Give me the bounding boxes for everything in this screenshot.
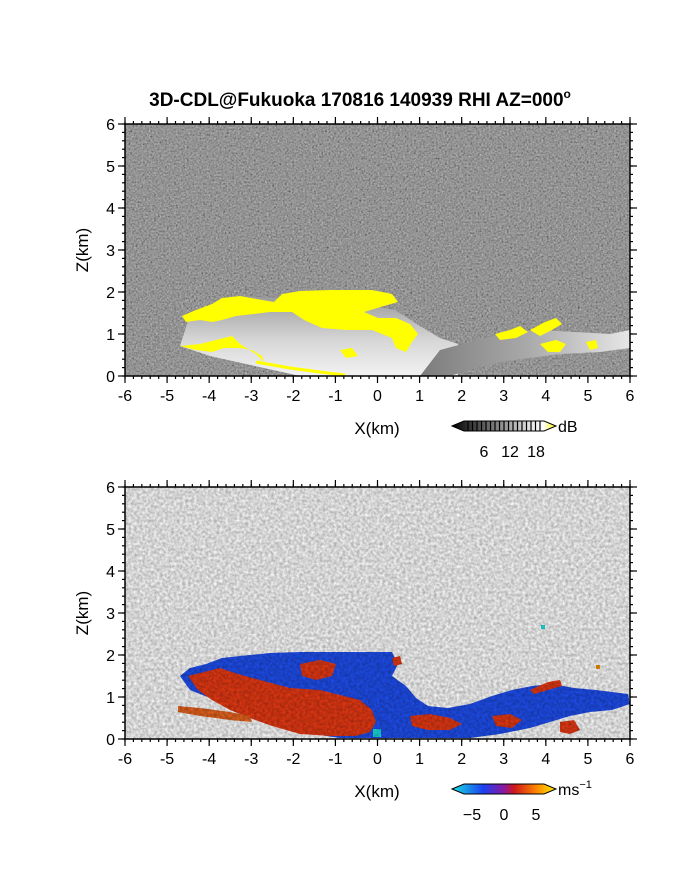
bottom-x-tick-label: 0 [373, 751, 382, 768]
bottom-colorbar-bar [450, 783, 558, 795]
bottom-x-tick-label: -2 [286, 751, 300, 768]
bottom-y-tick-label: 1 [106, 690, 115, 707]
yellow-east-patch-3 [540, 340, 566, 352]
top-x-tick-label: 5 [583, 388, 592, 405]
top-y-tick-label: 5 [106, 159, 115, 176]
bottom-x-tick-label: 3 [499, 751, 508, 768]
bottom-colorbar-unit: ms−1 [558, 779, 592, 799]
top-colorbar-ticks [467, 421, 541, 431]
top-y-tick-label: 4 [106, 201, 115, 218]
top-x-tick-label: 0 [373, 388, 382, 405]
bottom-panel: -6 -5 -4 -3 -2 -1 0 1 2 3 4 5 6 0 1 2 3 4 5 6 X(km) Z(km) m… [73, 480, 637, 824]
top-x-tick-label: -3 [244, 388, 258, 405]
bottom-x-tick-label: -6 [118, 751, 132, 768]
bottom-x-tick-label: 6 [626, 751, 635, 768]
bottom-colorbar-tick-label: −5 [463, 807, 481, 824]
yellow-east-patch-5 [340, 348, 358, 358]
top-x-tick-label: -4 [202, 388, 216, 405]
top-x-tick-label: 6 [626, 388, 635, 405]
top-x-tick-label: -1 [328, 388, 342, 405]
top-colorbar-tick-label: 12 [501, 444, 519, 461]
bottom-y-tick-label: 2 [106, 648, 115, 665]
chart-title: 3D-CDL@Fukuoka 170816 140939 RHI AZ=000o [149, 87, 571, 111]
bottom-x-tick-label: 4 [541, 751, 550, 768]
yellow-echo-top [182, 290, 418, 352]
top-y-axis-label: Z(km) [73, 228, 92, 272]
bottom-x-tick-label: -3 [244, 751, 258, 768]
chart-title-text: 3D-CDL@Fukuoka 170816 140939 RHI AZ=000 [149, 90, 563, 111]
bottom-x-axis-label: X(km) [354, 782, 399, 801]
top-y-tick-label: 0 [106, 369, 115, 386]
velocity-speckle [125, 487, 630, 739]
bottom-x-tick-label: -5 [160, 751, 174, 768]
bottom-colorbar-tick-label: 5 [532, 807, 541, 824]
surface-layer [420, 330, 630, 376]
bottom-y-tick-label: 4 [106, 564, 115, 581]
top-colorbar-unit: dB [558, 419, 578, 436]
top-x-axis-label: X(km) [354, 419, 399, 438]
top-x-tick-label: -2 [286, 388, 300, 405]
bottom-colorbar-tick-label: 0 [500, 807, 509, 824]
bottom-x-tick-label: 2 [457, 751, 466, 768]
top-x-tick-label: 4 [541, 388, 550, 405]
top-colorbar: dB 6 12 18 [450, 419, 578, 461]
yellow-east-patch-4 [586, 340, 598, 350]
bottom-colorbar: ms−1 −5 0 5 [450, 779, 592, 824]
top-x-tick-label: -5 [160, 388, 174, 405]
bottom-echo-field [125, 487, 630, 739]
top-y-tick-label: 3 [106, 243, 115, 260]
top-y-tick-label: 1 [106, 327, 115, 344]
bottom-colorbar-unit-exp: −1 [579, 779, 592, 791]
bottom-y-tick-label: 5 [106, 522, 115, 539]
bottom-y-tick-label: 0 [106, 732, 115, 749]
yellow-echo-base [180, 336, 264, 362]
cloud-body [180, 296, 458, 376]
title-degree: o [564, 87, 571, 101]
bottom-ticks: -6 -5 -4 -3 -2 -1 0 1 2 3 4 5 6 0 1 2 3 4 5 6 [106, 480, 637, 768]
top-x-tick-label: -6 [118, 388, 132, 405]
top-y-tick-label: 6 [106, 117, 115, 134]
yellow-east-patch-2 [530, 318, 562, 336]
bottom-x-tick-label: -4 [202, 751, 216, 768]
bottom-y-axis-label: Z(km) [73, 591, 92, 635]
top-colorbar-tick-label: 18 [527, 444, 545, 461]
bottom-colorbar-unit-text: ms [558, 782, 579, 799]
top-colorbar-tick-label: 6 [480, 444, 489, 461]
bottom-y-tick-label: 3 [106, 606, 115, 623]
bottom-x-tick-label: -1 [328, 751, 342, 768]
bottom-x-tick-label: 5 [583, 751, 592, 768]
bottom-y-tick-label: 6 [106, 480, 115, 497]
top-ticks: -6 -5 -4 -3 -2 -1 0 1 2 3 4 5 6 0 1 2 3 4 5 6 [106, 117, 637, 405]
top-x-tick-label: 3 [499, 388, 508, 405]
top-x-tick-label: 2 [457, 388, 466, 405]
yellow-base-line [255, 360, 346, 377]
top-x-tick-label: 1 [415, 388, 424, 405]
top-y-tick-label: 2 [106, 285, 115, 302]
yellow-east-patch-1 [495, 326, 528, 340]
top-echo-field [180, 290, 630, 377]
bottom-x-tick-label: 1 [415, 751, 424, 768]
